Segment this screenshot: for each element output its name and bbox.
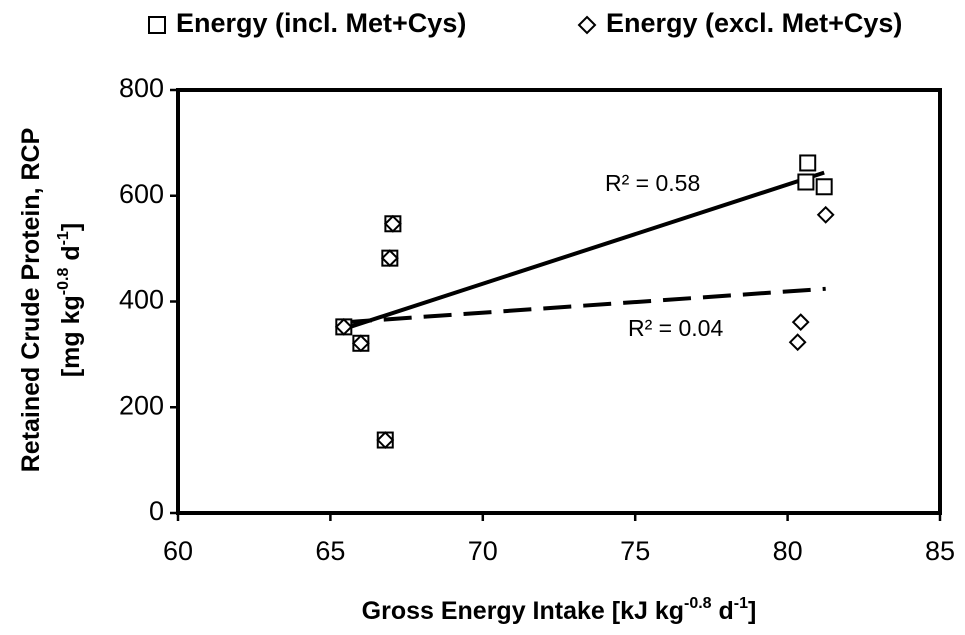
label-part: d	[57, 245, 85, 267]
label-part: -0.8	[684, 595, 712, 612]
marker-diamond	[791, 313, 810, 332]
marker-square	[815, 178, 833, 196]
marker-diamond	[383, 214, 402, 233]
x-tick-label: 80	[773, 536, 803, 566]
marker-diamond	[788, 333, 807, 352]
label-part: Retained Crude Protein, RCP	[17, 128, 45, 473]
y-tick-label: 600	[119, 179, 164, 209]
x-tick-label: 85	[925, 536, 955, 566]
x-tick-label: 70	[468, 536, 498, 566]
label-part: Gross Energy Intake [kJ kg	[362, 597, 684, 625]
marker-diamond	[380, 249, 399, 268]
marker-diamond	[816, 205, 835, 224]
y-tick-label: 800	[119, 73, 164, 103]
trendline	[343, 286, 826, 325]
marker-diamond	[376, 431, 395, 449]
label-part: -1	[734, 595, 748, 612]
label-part: -1	[55, 231, 72, 245]
label-part: ]	[57, 223, 85, 231]
label-part: -0.8	[55, 268, 72, 296]
x-tick-label: 60	[163, 536, 193, 566]
y-tick-label: 200	[119, 390, 164, 420]
label-part: d	[712, 597, 734, 625]
trendline	[343, 170, 825, 331]
y-axis-label: [mg kg-0.8 d-1]	[55, 223, 85, 377]
marker-diamond	[334, 317, 353, 336]
annotation: R² = 0.04	[628, 315, 723, 341]
x-tick-label: 75	[620, 536, 650, 566]
plot-frame	[176, 88, 942, 515]
y-axis-label: Retained Crude Protein, RCP	[17, 128, 45, 473]
legend-label: Energy (excl. Met+Cys)	[606, 8, 902, 38]
annotation: R² = 0.58	[605, 170, 700, 196]
y-tick-label: 400	[119, 285, 164, 315]
y-tick-label: 0	[149, 496, 164, 526]
label-part: [mg kg	[57, 295, 85, 377]
legend-label: Energy (incl. Met+Cys)	[176, 8, 466, 38]
marker-diamond	[577, 15, 597, 35]
marker-square	[797, 173, 815, 191]
x-tick-label: 65	[315, 536, 345, 566]
marker-square	[799, 154, 817, 172]
marker-diamond	[351, 334, 370, 353]
label-part: ]	[748, 597, 756, 625]
marker-square	[148, 16, 166, 34]
x-axis-label: Gross Energy Intake [kJ kg-0.8 d-1]	[362, 595, 757, 625]
